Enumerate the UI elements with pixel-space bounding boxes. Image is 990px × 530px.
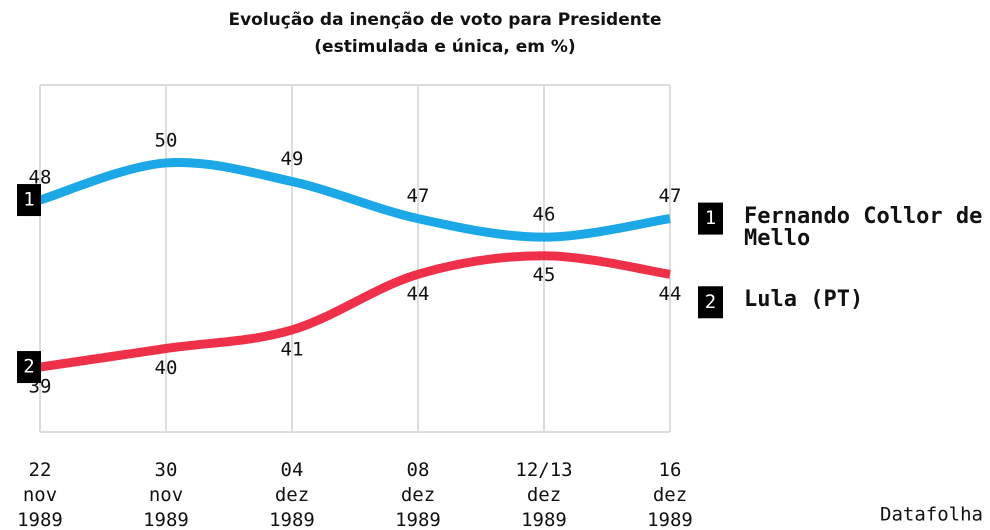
- x-tick-label: 22 nov 1989: [17, 459, 63, 530]
- x-tick-line: 1989: [647, 509, 693, 530]
- legend-badge: [698, 286, 723, 319]
- data-label: 48: [29, 167, 52, 189]
- x-tick-label: 08 dez 1989: [395, 459, 441, 530]
- start-badge-number: 1: [23, 189, 34, 211]
- x-tick-line: 1989: [395, 509, 441, 530]
- x-tick-line: 12/13: [515, 459, 572, 481]
- data-label: 46: [533, 204, 556, 226]
- x-tick-line: nov: [149, 484, 183, 506]
- x-tick-line: dez: [275, 484, 309, 506]
- chart-subtitle: (estimulada e única, em %): [314, 37, 575, 57]
- x-tick-label: 16 dez 1989: [647, 459, 693, 530]
- series-line: [38, 157, 671, 242]
- data-label: 45: [533, 264, 556, 286]
- x-tick-line: 04: [281, 459, 304, 481]
- x-tick-label: 30 nov 1989: [143, 459, 189, 530]
- data-label: 41: [281, 338, 304, 360]
- x-tick-line: 30: [155, 459, 178, 481]
- x-tick-line: nov: [23, 484, 57, 506]
- legend-badge-number: 2: [705, 291, 716, 313]
- start-badge: [17, 351, 41, 384]
- source: Datafolha: [880, 504, 983, 526]
- data-label: 47: [659, 185, 682, 207]
- data-label: 44: [407, 283, 430, 305]
- start-badge: [17, 184, 41, 217]
- data-label: 49: [281, 148, 304, 170]
- x-tick-line: 1989: [269, 509, 315, 530]
- data-label: 40: [155, 357, 178, 379]
- x-tick-label: 12/13 dez 1989: [515, 459, 572, 530]
- x-tick-line: 16: [659, 459, 682, 481]
- data-label: 44: [659, 283, 682, 305]
- x-tick-line: dez: [401, 484, 435, 506]
- x-tick-line: dez: [527, 484, 561, 506]
- x-tick-line: 1989: [521, 509, 567, 530]
- data-label: 47: [407, 185, 430, 207]
- legend-label: Fernando Collor de Mello: [744, 203, 983, 251]
- x-tick-label: 04 dez 1989: [269, 459, 315, 530]
- start-badge-number: 2: [23, 356, 34, 378]
- legend-badge-number: 1: [705, 207, 716, 229]
- chart-title: Evolução da inenção de voto para Preside…: [228, 10, 661, 30]
- x-tick-line: 1989: [17, 509, 63, 530]
- x-tick-line: 08: [407, 459, 430, 481]
- legend-label: Lula (PT): [744, 287, 864, 313]
- x-tick-line: dez: [653, 484, 687, 506]
- x-tick-line: 22: [29, 459, 52, 481]
- data-label: 50: [155, 129, 178, 151]
- series-line: [39, 251, 671, 372]
- legend-badge: [698, 202, 723, 235]
- x-tick-line: 1989: [143, 509, 189, 530]
